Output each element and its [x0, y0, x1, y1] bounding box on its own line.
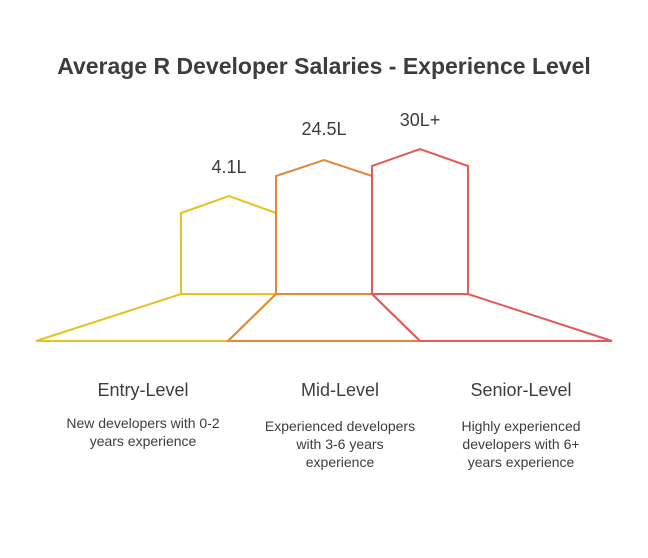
mid-level-base — [225, 293, 423, 342]
senior-level-name: Senior-Level — [470, 380, 571, 400]
senior-level-desc-line-2: developers with 6+ — [462, 436, 579, 452]
senior-level-desc-line-3: years experience — [468, 454, 575, 470]
entry-level-group: 4.1L Entry-Level New developers with 0-2… — [35, 157, 279, 449]
mid-level-desc-line-3: experience — [306, 454, 375, 470]
entry-level-value: 4.1L — [211, 157, 246, 177]
senior-level-value: 30L+ — [400, 110, 441, 130]
mid-level-name: Mid-Level — [301, 380, 379, 400]
diagram-title: Average R Developer Salaries - Experienc… — [57, 53, 591, 79]
entry-level-desc-line-1: New developers with 0-2 — [66, 415, 220, 431]
entry-level-desc-line-2: years experience — [90, 433, 197, 449]
senior-level-base — [369, 293, 613, 342]
senior-level-group: 30L+ Senior-Level Highly experienced dev… — [369, 110, 613, 470]
entry-level-house — [180, 194, 277, 295]
senior-level-house — [371, 147, 469, 295]
mid-level-desc-line-1: Experienced developers — [265, 418, 415, 434]
mid-level-value: 24.5L — [301, 119, 346, 139]
mid-level-desc-line-2: with 3-6 years — [295, 436, 383, 452]
entry-level-base — [35, 293, 279, 342]
senior-level-desc-line-1: Highly experienced — [461, 418, 580, 434]
mid-level-house — [275, 158, 373, 295]
entry-level-name: Entry-Level — [97, 380, 188, 400]
mid-level-group: 24.5L Mid-Level Experienced developers w… — [225, 119, 423, 470]
